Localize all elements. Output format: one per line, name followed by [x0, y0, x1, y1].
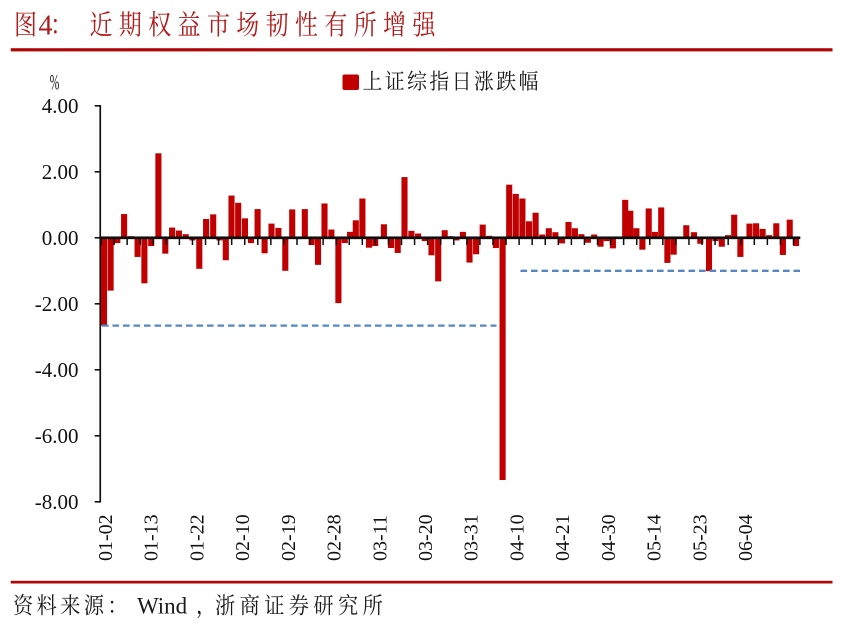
svg-text:4.00: 4.00	[42, 94, 79, 118]
svg-text:04-30: 04-30	[598, 514, 620, 561]
svg-text:06-04: 06-04	[735, 514, 757, 561]
svg-text:-6.00: -6.00	[35, 424, 79, 448]
svg-text:01-13: 01-13	[141, 514, 163, 561]
svg-text:2.00: 2.00	[42, 160, 79, 184]
svg-text:01-02: 01-02	[95, 514, 117, 561]
svg-text:4: 4	[39, 11, 53, 42]
svg-text:-8.00: -8.00	[35, 490, 79, 514]
svg-text:-2.00: -2.00	[35, 292, 79, 316]
svg-text:%: %	[50, 69, 60, 94]
svg-text:02-10: 02-10	[232, 514, 254, 561]
svg-text:01-22: 01-22	[186, 514, 208, 561]
svg-text:03-20: 03-20	[415, 514, 437, 561]
svg-text:05-14: 05-14	[644, 514, 666, 561]
svg-text:05-23: 05-23	[689, 514, 711, 561]
svg-text:-4.00: -4.00	[35, 358, 79, 382]
svg-text:03-11: 03-11	[369, 515, 391, 561]
svg-text:04-21: 04-21	[552, 514, 574, 561]
svg-text:Wind: Wind	[137, 594, 188, 619]
svg-text:02-28: 02-28	[324, 514, 346, 561]
svg-text:0.00: 0.00	[42, 226, 79, 250]
svg-text:02-19: 02-19	[278, 514, 300, 561]
svg-text:03-31: 03-31	[461, 514, 483, 561]
svg-text:04-10: 04-10	[507, 514, 529, 561]
